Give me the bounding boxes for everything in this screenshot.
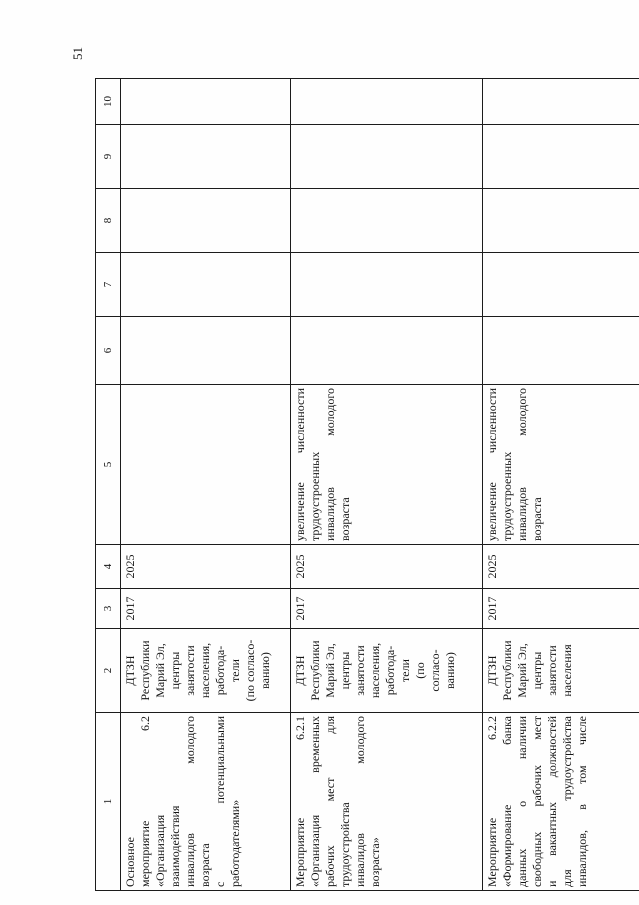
cell-result [120,384,291,545]
header-cell-10: 10 [95,78,121,125]
header-cell-8: 8 [95,188,121,253]
header-cell-7: 7 [95,252,121,317]
cell-end-year: 2025 [482,544,639,589]
cell-empty [290,188,483,253]
header-cell-6: 6 [95,316,121,385]
header-cell-2: 2 [95,628,121,713]
cell-empty [290,252,483,317]
page-number: 51 [70,47,85,60]
cell-executor: ДТЗН Республики Марий Эл, центры занятос… [290,628,483,713]
table-row-measure-6-2: Основное мероприятие 6.2 «Организация вз… [120,78,291,891]
cell-empty [120,316,291,385]
cell-empty [120,78,291,125]
table-header-row: 1 2 3 4 5 6 7 8 9 10 [95,78,121,891]
header-cell-5: 5 [95,384,121,545]
table-row-measure-6-2-2: Мероприятие 6.2.2 «Формирование банка да… [482,78,639,891]
cell-empty [482,252,639,317]
cell-start-year: 2017 [482,588,639,629]
cell-executor: ДТЗН Республики Марий Эл, центры занятос… [120,628,291,713]
cell-empty [482,124,639,189]
cell-empty [290,316,483,385]
cell-empty [290,124,483,189]
cell-end-year: 2025 [290,544,483,589]
cell-start-year: 2017 [290,588,483,629]
cell-empty [482,78,639,125]
table-row-measure-6-2-1: Мероприятие 6.2.1 «Организация временных… [290,78,483,891]
header-cell-9: 9 [95,124,121,189]
cell-end-year: 2025 [120,544,291,589]
cell-empty [290,78,483,125]
cell-measure-name: Мероприятие 6.2.1 «Организация временных… [290,712,483,891]
cell-empty [120,188,291,253]
cell-empty [120,252,291,317]
cell-empty [482,316,639,385]
header-cell-3: 3 [95,588,121,629]
cell-executor: ДТЗН Республики Марий Эл, центры занятос… [482,628,639,713]
header-cell-1: 1 [95,712,121,891]
header-cell-4: 4 [95,544,121,589]
cell-start-year: 2017 [120,588,291,629]
cell-empty [120,124,291,189]
cell-result: увеличение численности трудоустроенных и… [482,384,639,545]
cell-empty [482,188,639,253]
cell-measure-name: Основное мероприятие 6.2 «Организация вз… [120,712,291,891]
program-measures-table: 1 2 3 4 5 6 7 8 9 10 Основное мероприяти… [95,78,639,891]
cell-measure-name: Мероприятие 6.2.2 «Формирование банка да… [482,712,639,891]
cell-result: увеличение численности трудоустроенных и… [290,384,483,545]
